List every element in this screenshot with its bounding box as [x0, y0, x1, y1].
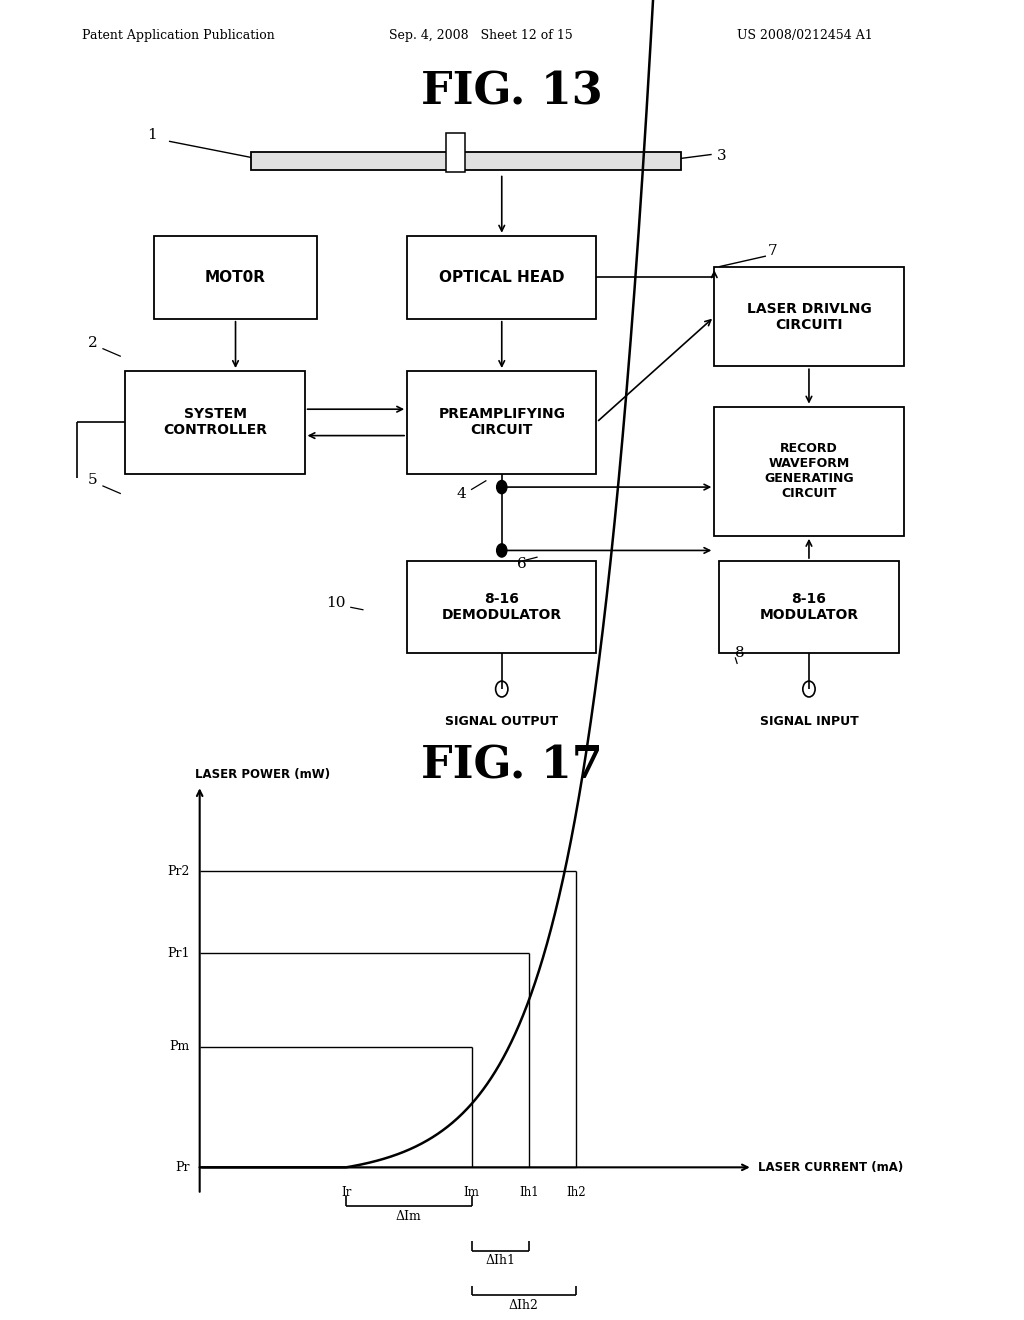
Text: 3: 3	[717, 149, 726, 162]
Bar	[715, 407, 904, 536]
Bar	[154, 235, 317, 318]
Text: Pm: Pm	[169, 1040, 189, 1053]
Text: 8-16
MODULATOR: 8-16 MODULATOR	[760, 593, 858, 622]
Bar	[715, 267, 904, 366]
Text: FIG. 17: FIG. 17	[421, 744, 603, 787]
Bar	[251, 152, 681, 169]
Text: US 2008/0212454 A1: US 2008/0212454 A1	[737, 29, 873, 42]
Bar	[719, 561, 899, 653]
Text: Ih1: Ih1	[519, 1185, 539, 1199]
Text: ΔIh2: ΔIh2	[509, 1299, 539, 1312]
Text: SIGNAL OUTPUT: SIGNAL OUTPUT	[445, 715, 558, 729]
Text: Ih2: Ih2	[566, 1185, 586, 1199]
Bar	[446, 132, 465, 172]
Text: Sep. 4, 2008   Sheet 12 of 15: Sep. 4, 2008 Sheet 12 of 15	[389, 29, 572, 42]
Text: SIGNAL INPUT: SIGNAL INPUT	[760, 715, 858, 729]
Bar	[407, 235, 596, 318]
Circle shape	[497, 544, 507, 557]
Text: FIG. 13: FIG. 13	[421, 71, 603, 114]
Text: Ir: Ir	[341, 1185, 351, 1199]
Text: 7: 7	[768, 244, 777, 257]
Text: Pr2: Pr2	[167, 865, 189, 878]
Text: OPTICAL HEAD: OPTICAL HEAD	[439, 269, 564, 285]
Text: 5: 5	[88, 474, 97, 487]
Text: Im: Im	[464, 1185, 479, 1199]
Text: LASER POWER (mW): LASER POWER (mW)	[195, 768, 330, 781]
Text: 1: 1	[146, 128, 157, 141]
Text: Patent Application Publication: Patent Application Publication	[82, 29, 274, 42]
Circle shape	[497, 480, 507, 494]
Text: 4: 4	[456, 487, 466, 500]
Text: PREAMPLIFYING
CIRCUIT: PREAMPLIFYING CIRCUIT	[438, 408, 565, 437]
Text: MOT0R: MOT0R	[205, 269, 266, 285]
Bar	[407, 371, 596, 474]
Text: Pr: Pr	[175, 1160, 189, 1173]
Text: LASER DRIVLNG
CIRCUITI: LASER DRIVLNG CIRCUITI	[746, 302, 871, 331]
Text: 10: 10	[327, 597, 346, 610]
Text: RECORD
WAVEFORM
GENERATING
CIRCUIT: RECORD WAVEFORM GENERATING CIRCUIT	[764, 442, 854, 500]
Text: ΔIh1: ΔIh1	[485, 1254, 515, 1267]
Text: SYSTEM
CONTROLLER: SYSTEM CONTROLLER	[163, 408, 267, 437]
Text: 8: 8	[735, 647, 744, 660]
Text: 6: 6	[517, 557, 527, 570]
Text: ΔIm: ΔIm	[396, 1209, 422, 1222]
Bar	[125, 371, 305, 474]
Text: 8-16
DEMODULATOR: 8-16 DEMODULATOR	[441, 593, 562, 622]
Text: Pr1: Pr1	[167, 946, 189, 960]
Text: 2: 2	[87, 337, 97, 350]
Bar	[407, 561, 596, 653]
Text: LASER CURRENT (mA): LASER CURRENT (mA)	[758, 1160, 903, 1173]
